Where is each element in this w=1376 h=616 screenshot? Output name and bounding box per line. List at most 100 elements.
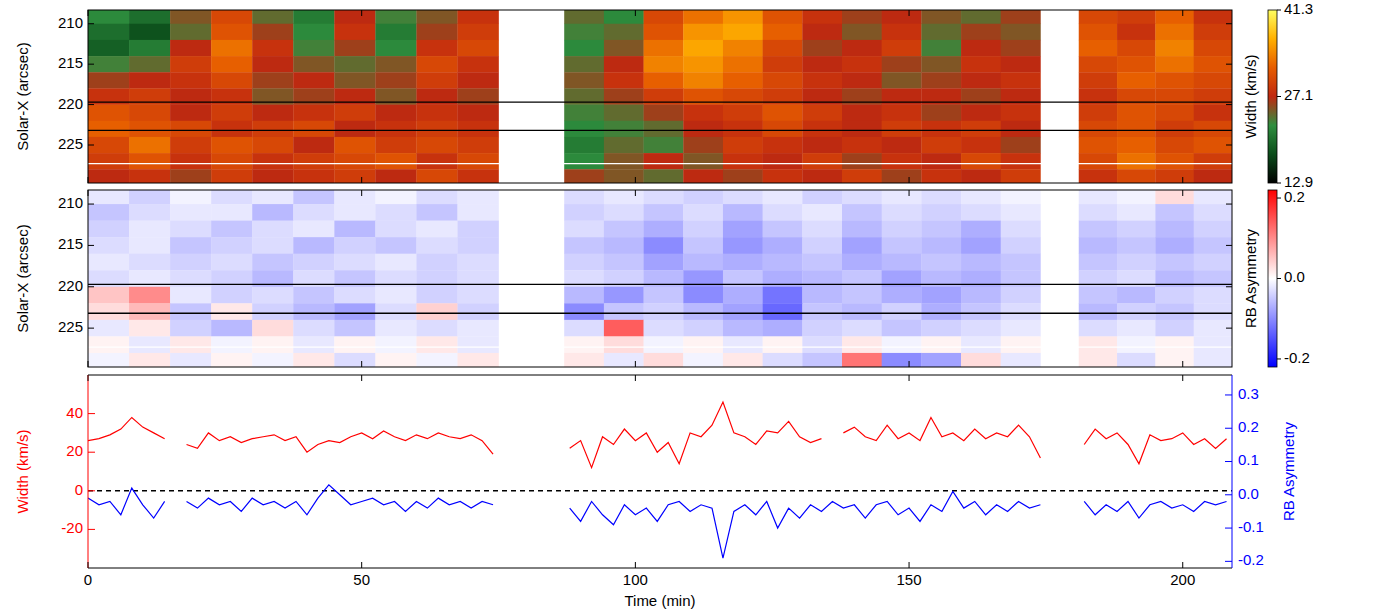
- x-tick: [635, 177, 636, 183]
- heat-cell: [882, 353, 922, 367]
- heat-cell: [683, 303, 723, 320]
- heat-cell: [457, 56, 498, 72]
- heat-cell: [293, 56, 334, 72]
- heat-cell: [1194, 56, 1232, 72]
- heat-cell: [334, 105, 375, 121]
- heat-cell: [252, 221, 293, 238]
- heat-cell: [129, 121, 170, 137]
- y-axis-line: [88, 375, 89, 568]
- y-tick: [88, 64, 94, 65]
- heat-cell: [1001, 169, 1041, 183]
- heat-cell: [604, 320, 644, 337]
- heat-cell: [88, 121, 129, 137]
- heat-cell: [564, 336, 604, 353]
- x-axis-title: Time (min): [624, 592, 695, 609]
- x-tick: [635, 375, 636, 381]
- heat-cell: [763, 237, 803, 254]
- heat-cell: [252, 121, 293, 137]
- heat-cell: [1079, 287, 1118, 304]
- heat-cell: [564, 221, 604, 238]
- heat-cell: [211, 353, 252, 367]
- x-tick: [1182, 190, 1183, 196]
- y2-tick: [1225, 461, 1232, 462]
- heat-cell: [211, 336, 252, 353]
- heat-cell: [802, 221, 842, 238]
- heat-cell: [293, 254, 334, 271]
- x-tick: [361, 361, 362, 367]
- heat-cell: [842, 287, 882, 304]
- heat-cell: [723, 204, 763, 221]
- heat-cell: [334, 56, 375, 72]
- y-tick-label: 20: [66, 442, 83, 459]
- heat-cell: [802, 40, 842, 56]
- heat-cell: [170, 137, 211, 153]
- x-tick-label: 0: [84, 571, 92, 588]
- heat-cell: [1079, 303, 1118, 320]
- heat-cell: [723, 169, 763, 183]
- colorbar-tick: [1277, 96, 1281, 97]
- x-tick: [909, 361, 910, 367]
- heat-cell: [416, 169, 457, 183]
- y2-tick: [1225, 428, 1232, 429]
- heat-cell: [88, 254, 129, 271]
- x-tick: [909, 10, 910, 16]
- heat-cell: [1194, 40, 1232, 56]
- heat-cell: [170, 10, 211, 24]
- heat-cell: [1117, 254, 1156, 271]
- heat-cell: [1001, 137, 1041, 153]
- heat-cell: [1155, 320, 1194, 337]
- heat-cell: [802, 10, 842, 24]
- heat-cell: [723, 287, 763, 304]
- heat-cell: [1079, 169, 1118, 183]
- heat-cell: [170, 254, 211, 271]
- heat-cell: [1155, 287, 1194, 304]
- heat-cell: [683, 320, 723, 337]
- heat-cell: [1117, 320, 1156, 337]
- heat-cell: [644, 237, 684, 254]
- x-tick: [361, 562, 362, 568]
- heat-cell: [961, 72, 1001, 88]
- heat-cell: [1079, 190, 1118, 204]
- heat-cell: [416, 10, 457, 24]
- colorbar-title: Width (km/s): [1242, 54, 1259, 138]
- y-axis-title: Width (km/s): [14, 429, 31, 513]
- heat-cell: [1079, 237, 1118, 254]
- heat-cell: [882, 204, 922, 221]
- heat-cell: [416, 24, 457, 40]
- heat-cell: [334, 353, 375, 367]
- heat-cell: [802, 121, 842, 137]
- colorbar-tick: [1277, 278, 1281, 279]
- heat-cell: [211, 190, 252, 204]
- heat-cell: [1155, 56, 1194, 72]
- heat-cell: [334, 169, 375, 183]
- x-tick-label: 50: [353, 571, 370, 588]
- heat-cell: [457, 169, 498, 183]
- heat-cell: [644, 137, 684, 153]
- y-tick: [88, 104, 94, 105]
- reference-line: [88, 313, 1232, 314]
- heat-cell: [375, 237, 416, 254]
- colorbar-tick: [1277, 358, 1281, 359]
- x-tick: [361, 375, 362, 381]
- heat-cell: [882, 237, 922, 254]
- heat-cell: [457, 190, 498, 204]
- heat-cell: [1194, 10, 1232, 24]
- heat-cell: [604, 10, 644, 24]
- heat-cell: [334, 40, 375, 56]
- heat-cell: [763, 190, 803, 204]
- heat-cell: [293, 121, 334, 137]
- heat-cell: [802, 72, 842, 88]
- heat-cell: [416, 353, 457, 367]
- heat-cell: [375, 153, 416, 169]
- heat-cell: [252, 137, 293, 153]
- heat-cell: [293, 221, 334, 238]
- x-tick-label: 100: [623, 571, 648, 588]
- colorbar-tick: [1277, 10, 1281, 11]
- heat-cell: [334, 254, 375, 271]
- heat-cell: [375, 320, 416, 337]
- heat-cell: [293, 336, 334, 353]
- x-tick: [88, 361, 89, 367]
- heat-cell: [252, 72, 293, 88]
- heat-cell: [293, 237, 334, 254]
- heatmap-panel: 210215220225Solar-X (arcsec)12.927.141.3…: [14, 0, 1313, 190]
